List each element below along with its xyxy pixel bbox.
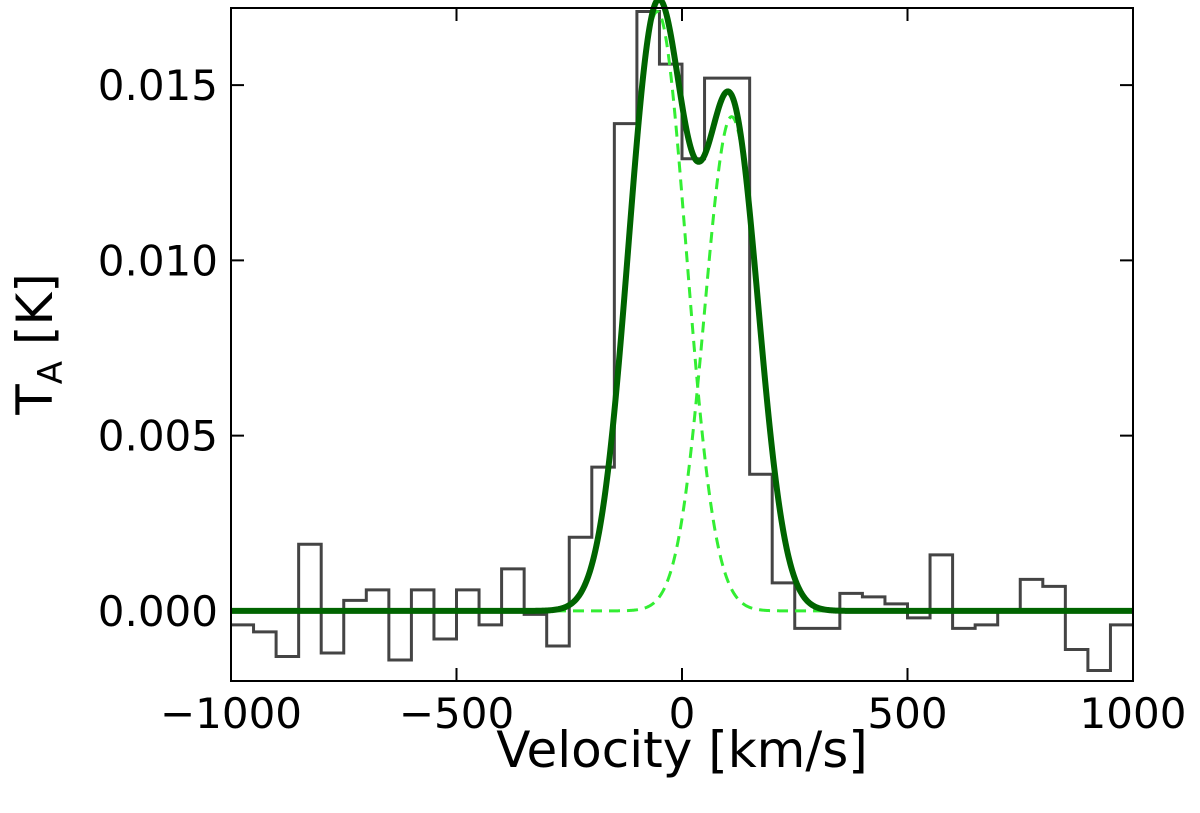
x-tick-label: 1000 [1080, 689, 1187, 738]
x-tick-label: 0 [669, 689, 696, 738]
y-axis-title-subscript: A [31, 361, 71, 384]
labels-layer: −1000 −500 0 500 1000 0.000 0.005 0.010 0.015 [98, 61, 1187, 738]
y-axis-title-unit: [K] [6, 273, 64, 361]
total-fit-curve [231, 0, 1133, 614]
lines-layer [231, 0, 1133, 672]
y-axis-title: TA [K] [6, 273, 71, 416]
x-tick-label: −500 [399, 689, 514, 738]
y-tick-label: 0.000 [98, 587, 218, 636]
plot-frame [230, 7, 1134, 682]
y-axis-title-main: T [6, 384, 64, 416]
x-tick-label: 500 [867, 689, 947, 738]
y-tick-label: 0.005 [98, 412, 218, 461]
gaussian-component-2 [231, 115, 1133, 613]
x-tick-label: −1000 [160, 689, 302, 738]
x-axis-title: Velocity [km/s] [496, 721, 868, 779]
y-tick-label: 0.010 [98, 236, 218, 285]
y-tick-label: 0.015 [98, 61, 218, 110]
